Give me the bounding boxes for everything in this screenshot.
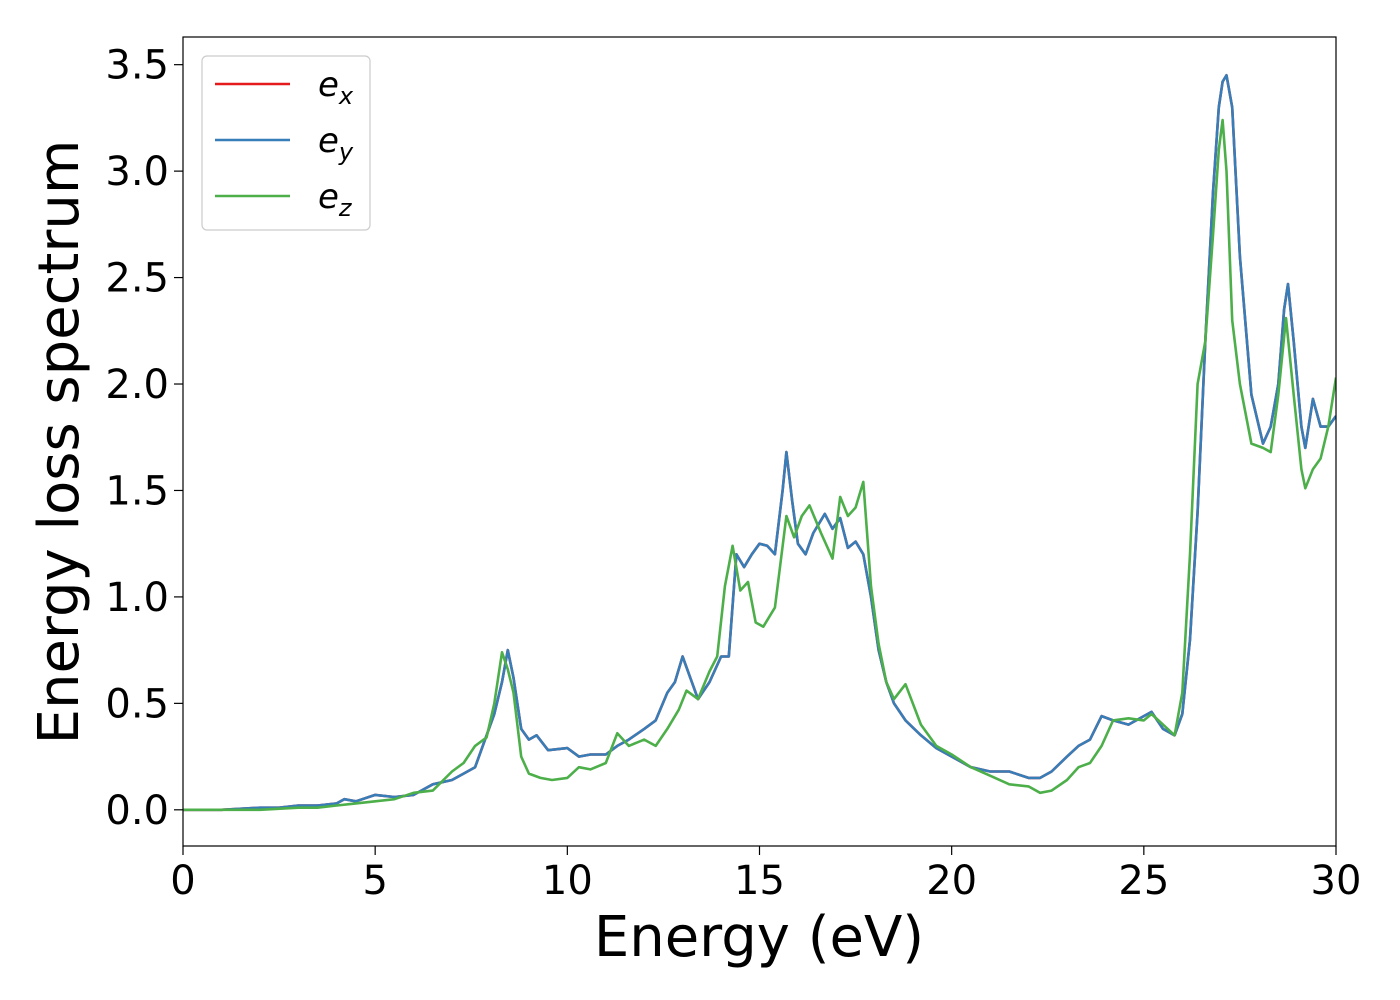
- series-layer: [183, 74, 1336, 812]
- legend-label: ez: [318, 177, 353, 222]
- y-tick-label: 1.5: [105, 468, 169, 514]
- y-tick-label: 0.0: [105, 788, 169, 834]
- x-tick-label: 5: [362, 858, 387, 904]
- y-tick-label: 3.5: [105, 43, 169, 89]
- x-tick-label: 15: [734, 858, 785, 904]
- legend-label: ex: [318, 65, 354, 110]
- legend-label: ey: [318, 121, 354, 166]
- x-axis-title: Energy (eV): [594, 905, 924, 970]
- x-tick-label: 25: [1118, 858, 1169, 904]
- y-tick-label: 2.0: [105, 362, 169, 408]
- x-axis-ticks: 0 5 10 15 20 25 30: [170, 846, 1361, 904]
- x-tick-label: 20: [926, 858, 977, 904]
- x-tick-label: 10: [542, 858, 593, 904]
- x-tick-label: 0: [170, 858, 195, 904]
- plot-frame: [182, 36, 1337, 847]
- plot-area: [183, 37, 1336, 846]
- series-line-ey: [183, 74, 1336, 812]
- legend: ex ey ez: [201, 55, 371, 231]
- y-tick-label: 2.5: [105, 256, 169, 302]
- y-axis-ticks: 0.0 0.5 1.0 1.5 2.0 2.5 3.0 3.5: [105, 43, 183, 834]
- y-axis-title: Energy loss spectrum: [27, 140, 92, 745]
- y-tick-label: 0.5: [105, 681, 169, 727]
- x-tick-label: 30: [1311, 858, 1362, 904]
- y-tick-label: 1.0: [105, 575, 169, 621]
- y-tick-label: 3.0: [105, 149, 169, 195]
- legend-box: [201, 55, 371, 231]
- plot-background: [183, 37, 1336, 846]
- series-line-ez: [183, 118, 1336, 812]
